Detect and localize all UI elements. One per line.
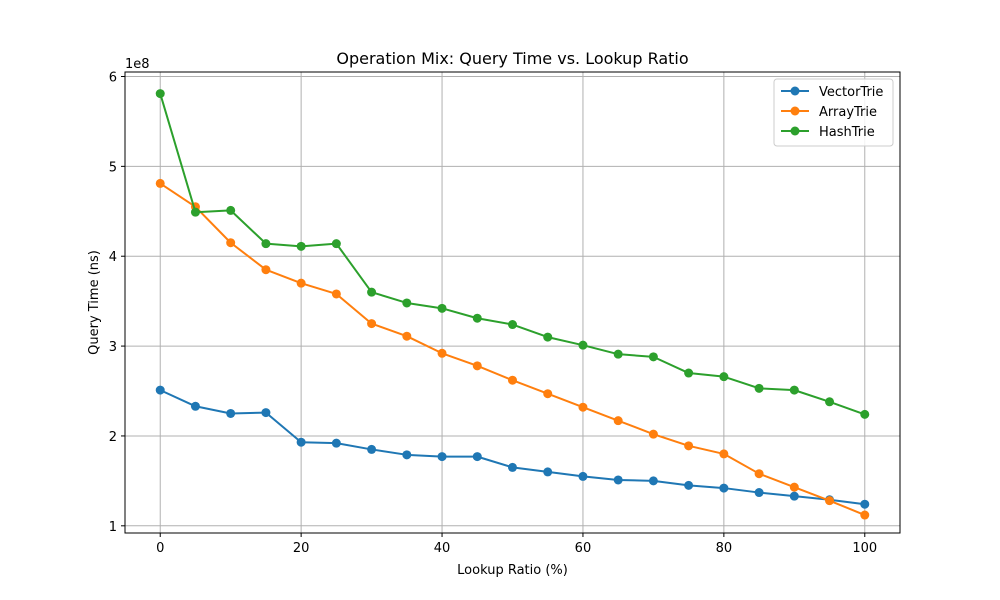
- data-point: [472, 361, 482, 371]
- data-point: [719, 483, 729, 493]
- y-tick-label: 4: [109, 250, 117, 265]
- data-point: [860, 499, 870, 509]
- legend-label: HashTrie: [819, 125, 875, 140]
- data-point: [155, 89, 165, 99]
- legend: VectorTrie ArrayTrie HashTrie: [773, 78, 894, 147]
- data-point: [789, 482, 799, 492]
- series-arraytrie: [155, 178, 870, 520]
- data-point: [789, 491, 799, 501]
- data-point: [437, 452, 447, 462]
- data-point: [155, 178, 165, 188]
- data-point: [684, 480, 694, 490]
- data-point: [684, 441, 694, 451]
- data-point: [508, 462, 517, 472]
- data-point: [367, 444, 377, 454]
- axis-ticks: 0 20 40 60 80 100 1 2 3 4 5 6: [109, 70, 877, 556]
- data-point: [825, 496, 835, 506]
- x-tick-label: 60: [575, 541, 592, 556]
- data-point: [472, 452, 482, 462]
- data-point: [684, 368, 694, 378]
- data-point: [508, 375, 517, 385]
- data-point: [578, 471, 588, 481]
- legend-marker: [790, 126, 800, 136]
- data-point: [578, 402, 588, 412]
- data-point: [613, 349, 623, 359]
- data-point: [296, 437, 306, 447]
- x-tick-label: 0: [156, 541, 164, 556]
- data-point: [331, 239, 341, 249]
- data-point: [226, 205, 236, 215]
- data-point: [754, 488, 764, 498]
- data-point: [578, 340, 588, 350]
- x-tick-label: 80: [716, 541, 733, 556]
- data-point: [648, 352, 658, 362]
- data-point: [367, 319, 377, 329]
- legend-item-arraytrie: ArrayTrie: [781, 105, 877, 120]
- data-point: [437, 348, 447, 358]
- x-axis-title: Lookup Ratio (%): [457, 563, 568, 578]
- legend-label: ArrayTrie: [819, 105, 877, 120]
- chart-title: Operation Mix: Query Time vs. Lookup Rat…: [336, 49, 688, 68]
- data-point: [719, 372, 729, 382]
- data-point: [226, 238, 236, 248]
- y-axis-title: Query Time (ns): [87, 250, 102, 355]
- x-tick-label: 100: [852, 541, 877, 556]
- data-point: [648, 429, 658, 439]
- y-tick-label: 6: [109, 70, 117, 85]
- data-point: [543, 332, 553, 342]
- data-point: [190, 207, 200, 217]
- data-point: [754, 469, 764, 479]
- data-point: [296, 241, 306, 251]
- y-axis-offset-label: 1e8: [125, 57, 150, 72]
- data-point: [261, 408, 271, 418]
- data-point: [825, 397, 835, 407]
- legend-marker: [790, 86, 800, 96]
- data-point: [155, 385, 165, 395]
- data-point: [437, 303, 447, 313]
- data-point: [613, 416, 623, 426]
- data-point: [860, 409, 870, 419]
- data-point: [648, 476, 658, 486]
- data-point: [402, 331, 412, 341]
- y-tick-label: 3: [109, 340, 117, 355]
- legend-label: VectorTrie: [819, 85, 883, 100]
- y-tick-label: 1: [109, 520, 117, 535]
- series-group: [155, 89, 870, 520]
- series-hashtrie: [155, 89, 870, 419]
- y-tick-label: 2: [109, 430, 117, 445]
- data-point: [402, 298, 412, 308]
- legend-item-vectortrie: VectorTrie: [781, 85, 883, 100]
- data-point: [367, 287, 377, 297]
- legend-box: [773, 78, 894, 147]
- data-point: [226, 408, 236, 418]
- data-point: [331, 289, 341, 299]
- grid: [125, 72, 900, 533]
- data-point: [543, 467, 553, 477]
- data-point: [508, 320, 517, 330]
- legend-item-hashtrie: HashTrie: [781, 125, 875, 140]
- data-point: [789, 385, 799, 395]
- x-tick-label: 20: [293, 541, 310, 556]
- data-point: [719, 449, 729, 459]
- data-point: [331, 438, 341, 448]
- data-point: [296, 278, 306, 288]
- data-point: [860, 510, 870, 520]
- data-point: [472, 313, 482, 323]
- legend-marker: [790, 106, 800, 116]
- data-point: [190, 401, 200, 411]
- data-point: [613, 475, 623, 485]
- plot-frame: [124, 71, 901, 534]
- x-tick-label: 40: [434, 541, 451, 556]
- y-tick-label: 5: [109, 160, 117, 175]
- data-point: [261, 239, 271, 249]
- data-point: [754, 383, 764, 393]
- data-point: [261, 265, 271, 275]
- series-vectortrie: [155, 385, 870, 509]
- data-point: [402, 450, 412, 460]
- data-point: [543, 389, 553, 399]
